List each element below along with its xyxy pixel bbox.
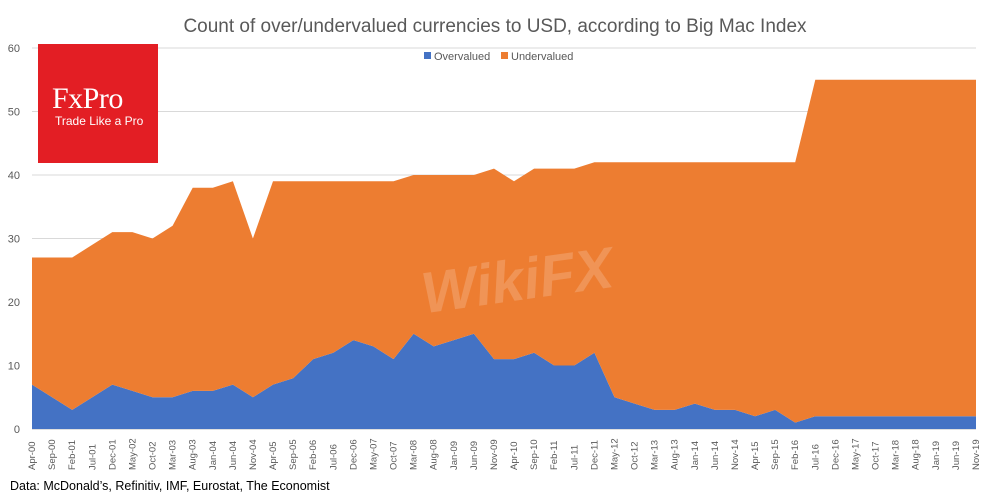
- x-tick-label: Mar-18: [891, 440, 902, 470]
- x-tick-label: Nov-09: [489, 439, 500, 470]
- x-tick-label: Jul-16: [810, 444, 821, 470]
- y-tick-label: 20: [8, 297, 20, 309]
- x-tick-label: Feb-11: [549, 441, 560, 470]
- legend-swatch-undervalued: [501, 52, 508, 59]
- x-tick-label: May-12: [609, 438, 620, 470]
- x-tick-label: Sep-00: [47, 439, 58, 470]
- area-series-undervalued: [32, 79, 976, 423]
- x-tick-label: Dec-06: [348, 439, 359, 470]
- legend-label-undervalued: Undervalued: [511, 51, 573, 63]
- x-tick-label: Apr-15: [750, 441, 761, 470]
- x-axis: Apr-00 Sep-00 Feb-01 Jul-01 Dec-01 May-02 Oct-…: [27, 438, 982, 470]
- x-tick-label: Aug-08: [429, 439, 440, 470]
- y-tick-label: 40: [8, 170, 20, 182]
- x-tick-label: Dec-11: [589, 440, 600, 470]
- x-tick-label: Apr-10: [509, 441, 520, 470]
- x-tick-label: Nov-04: [248, 439, 259, 470]
- x-tick-label: Nov-19: [971, 439, 982, 470]
- source-note: Data: McDonald’s, Refinitiv, IMF, Eurost…: [10, 479, 330, 493]
- legend: Overvalued Undervalued: [424, 51, 573, 63]
- x-tick-label: Jan-04: [208, 441, 219, 470]
- x-tick-label: Oct-07: [389, 441, 400, 470]
- x-tick-label: Jan-14: [690, 441, 701, 470]
- x-tick-label: Jun-04: [228, 441, 239, 470]
- y-tick-label: 60: [8, 43, 20, 55]
- x-tick-label: Oct-17: [871, 441, 882, 470]
- legend-swatch-overvalued: [424, 52, 431, 59]
- y-tick-label: 10: [8, 361, 20, 373]
- y-tick-label: 50: [8, 107, 20, 119]
- x-tick-label: Sep-10: [529, 439, 540, 470]
- x-tick-label: Jun-19: [951, 441, 962, 470]
- x-tick-label: Jan-09: [449, 441, 460, 470]
- x-tick-label: Apr-05: [268, 441, 279, 470]
- x-tick-label: Jan-19: [931, 441, 942, 470]
- x-tick-label: Oct-12: [630, 441, 641, 470]
- x-tick-label: Sep-05: [288, 439, 299, 470]
- x-tick-label: Oct-02: [148, 441, 159, 470]
- y-tick-label: 30: [8, 234, 20, 246]
- chart-title: Count of over/undervalued currencies to …: [183, 16, 807, 37]
- x-tick-label: Apr-00: [27, 441, 38, 470]
- x-tick-label: Aug-03: [188, 439, 199, 470]
- x-tick-label: Feb-16: [790, 440, 801, 470]
- x-tick-label: Jun-14: [710, 441, 721, 470]
- y-tick-label: 0: [14, 424, 20, 436]
- x-tick-label: Dec-16: [830, 439, 841, 470]
- logo-brand: FxPro: [52, 82, 123, 115]
- x-tick-label: Feb-01: [67, 440, 78, 470]
- x-tick-label: Mar-08: [409, 440, 420, 470]
- x-tick-label: Jul-01: [87, 444, 98, 470]
- x-tick-label: Jul-11: [569, 445, 580, 470]
- area-series-overvalued: [32, 333, 976, 429]
- x-tick-label: May-02: [127, 438, 138, 470]
- x-tick-label: Sep-15: [770, 439, 781, 470]
- fxpro-logo: FxPro Trade Like a Pro: [38, 44, 158, 163]
- x-tick-label: Mar-13: [650, 440, 661, 470]
- chart-areas: [32, 79, 976, 429]
- y-axis: 0 10 20 30 40 50 60: [8, 43, 20, 436]
- logo-tagline: Trade Like a Pro: [55, 114, 144, 128]
- x-tick-label: Aug-18: [911, 439, 922, 470]
- x-tick-label: Jul-06: [328, 444, 339, 470]
- x-tick-label: Aug-13: [670, 439, 681, 470]
- x-tick-label: Nov-14: [730, 439, 741, 470]
- x-tick-label: Feb-06: [308, 440, 319, 470]
- x-tick-label: Dec-01: [107, 439, 118, 470]
- x-tick-label: May-17: [850, 438, 861, 470]
- legend-label-overvalued: Overvalued: [434, 51, 490, 63]
- x-tick-label: May-07: [368, 438, 379, 470]
- x-tick-label: Mar-03: [168, 440, 179, 470]
- x-tick-label: Jun-09: [469, 441, 480, 470]
